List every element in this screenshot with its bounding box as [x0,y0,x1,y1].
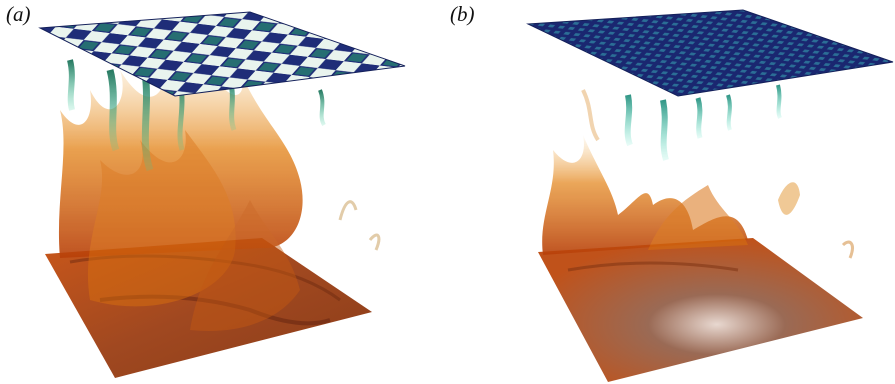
panel-a-visualization [38,11,406,378]
panel-b-visualization [526,9,894,382]
top-plate-checkerboard [38,11,406,97]
panel-b: (b) [448,0,895,384]
panel-a: (a) [0,0,447,384]
bottom-plate [538,238,863,382]
top-plate-fine-grid [526,9,894,97]
panel-a-label: (a) [6,2,31,26]
cold-plumes [624,84,782,161]
bottom-plate [45,238,372,378]
panel-b-label: (b) [450,2,475,26]
warm-plumes [58,60,381,331]
warm-plumes [542,89,854,259]
